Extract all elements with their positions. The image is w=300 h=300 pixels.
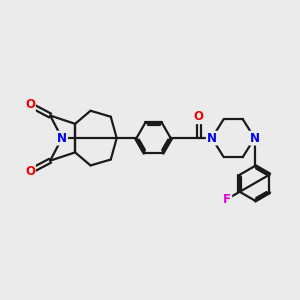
Text: N: N [207,132,217,145]
Text: O: O [25,98,35,111]
Text: O: O [25,165,35,178]
Text: F: F [223,194,231,206]
Text: O: O [194,110,204,123]
Text: N: N [57,132,67,145]
Text: N: N [250,132,260,145]
